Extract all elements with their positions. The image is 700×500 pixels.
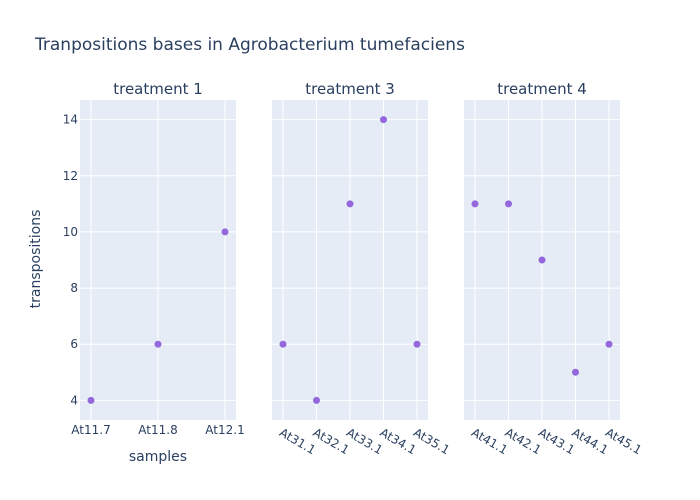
data-point[interactable] <box>279 340 287 348</box>
x-tick-label: At35.1 <box>411 425 452 457</box>
x-tick-label: At33.1 <box>344 425 385 457</box>
x-tick-label: At12.1 <box>205 423 244 437</box>
x-tick-label: At34.1 <box>377 425 418 457</box>
y-tick-label: 12 <box>63 169 78 183</box>
data-point[interactable] <box>154 340 162 348</box>
x-tick-label: At11.8 <box>138 423 177 437</box>
facet-title: treatment 4 <box>497 80 587 98</box>
data-point[interactable] <box>313 396 320 404</box>
data-point[interactable] <box>87 396 95 404</box>
x-axis-title: samples <box>129 449 187 465</box>
data-point[interactable] <box>572 368 579 376</box>
data-point[interactable] <box>471 200 479 208</box>
facet-title: treatment 3 <box>305 80 395 98</box>
x-tick-label: At43.1 <box>536 425 577 457</box>
facet-title: treatment 1 <box>113 80 203 98</box>
data-point[interactable] <box>413 340 421 348</box>
x-tick-label: At42.1 <box>502 425 543 457</box>
x-tick-label: At11.7 <box>71 423 110 437</box>
y-tick-label: 6 <box>70 337 78 351</box>
facet-panel: treatment 4 At41.1At42.1At43.1At44.1At45.… <box>464 80 644 457</box>
x-tick-label: At32.1 <box>310 425 351 457</box>
data-point[interactable] <box>346 200 354 208</box>
data-point[interactable] <box>605 340 613 348</box>
y-axis-title: transpositions <box>28 210 44 309</box>
facet-panel: treatment 3 At31.1At32.1At33.1At34.1At35.… <box>272 80 452 457</box>
x-tick-label: At45.1 <box>603 425 644 457</box>
data-point[interactable] <box>538 256 546 264</box>
y-tick-label: 14 <box>63 113 78 127</box>
data-point[interactable] <box>505 200 512 208</box>
x-tick-label: At41.1 <box>469 425 510 457</box>
y-tick-label: 8 <box>70 281 78 295</box>
data-point[interactable] <box>380 116 387 124</box>
x-tick-label: At44.1 <box>569 425 610 457</box>
y-tick-label: 4 <box>70 393 78 407</box>
chart-title: Tranpositions bases in Agrobacterium tum… <box>34 35 465 55</box>
data-point[interactable] <box>221 228 229 236</box>
facet-panel: treatment 1 4 6 8 10 12 14 At11.7 At11.8 At12.1 <box>63 80 245 437</box>
x-tick-label: At31.1 <box>277 425 318 457</box>
y-tick-label: 10 <box>63 225 78 239</box>
